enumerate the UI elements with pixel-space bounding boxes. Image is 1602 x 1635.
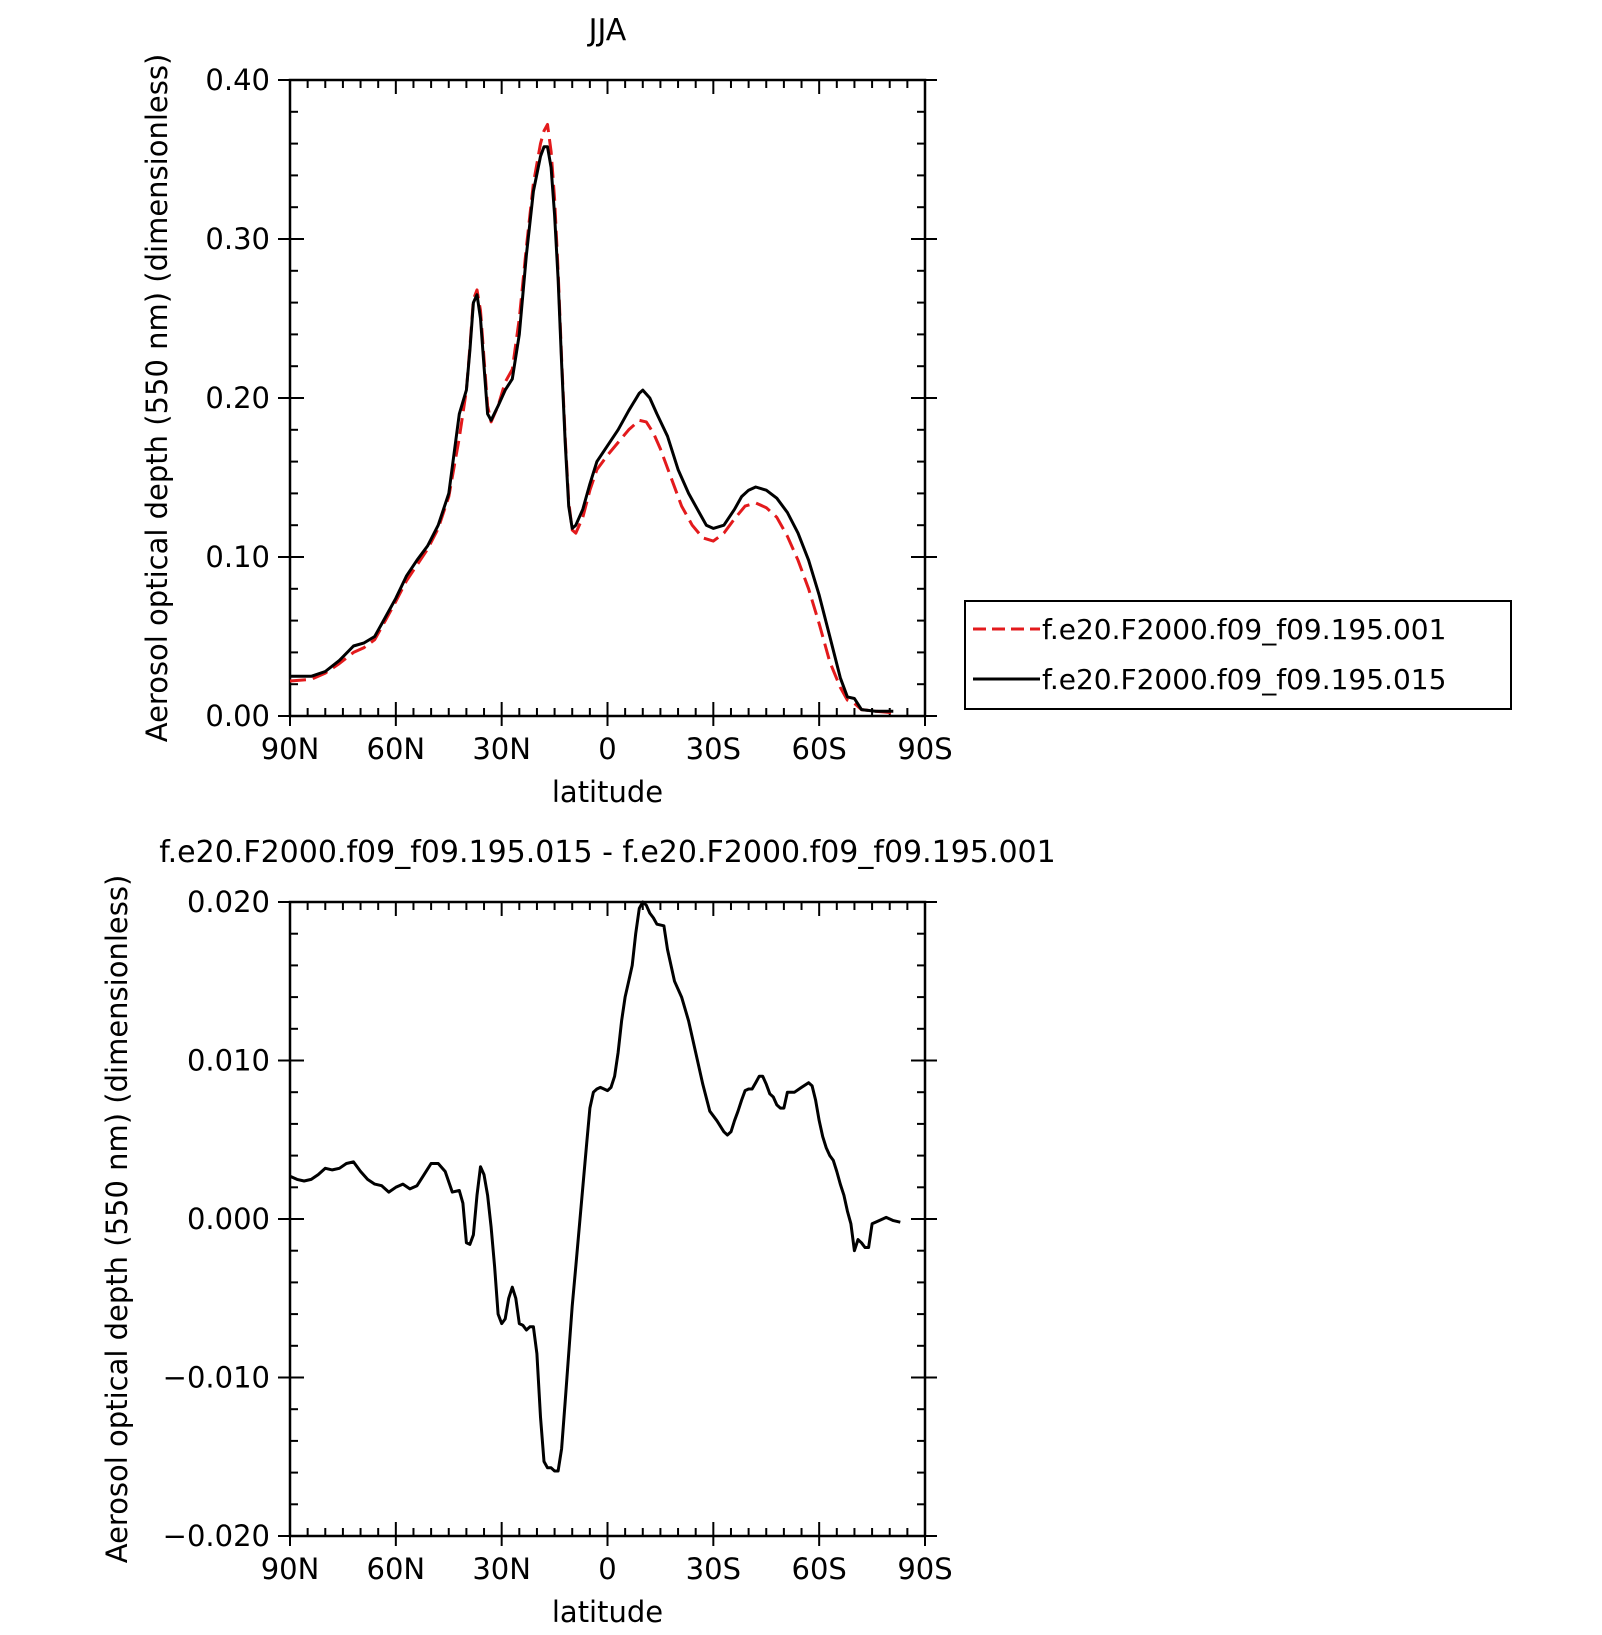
y-tick-label: 0.10 (205, 540, 270, 574)
legend-entry: f.e20.F2000.f09_f09.195.001 (1042, 613, 1446, 646)
x-tick-label: 90S (897, 732, 952, 766)
y-tick-label: 0.20 (205, 381, 270, 415)
y-tick-label: −0.010 (163, 1361, 270, 1395)
y-tick-label: 0.00 (205, 699, 270, 733)
y-tick-label: −0.020 (163, 1519, 270, 1553)
series-line-1 (289, 900, 901, 1473)
x-tick-label: 30N (472, 1552, 531, 1586)
x-axis-label: latitude (552, 775, 663, 809)
y-tick-label: 0.010 (187, 1044, 270, 1078)
chart-title: JJA (587, 13, 627, 48)
x-tick-label: 30N (472, 732, 531, 766)
x-axis-label: latitude (552, 1595, 663, 1629)
y-axis-label: Aerosol optical depth (550 nm) (dimensio… (140, 54, 174, 743)
x-tick-label: 30S (686, 732, 741, 766)
y-tick-label: 0.30 (205, 222, 270, 256)
x-tick-label: 0 (598, 732, 616, 766)
legend: f.e20.F2000.f09_f09.195.001 f.e20.F2000.f… (964, 600, 1512, 710)
legend-box (964, 600, 1512, 710)
x-tick-label: 90N (261, 732, 320, 766)
y-axis-label: Aerosol optical depth (550 nm) (dimensio… (100, 875, 134, 1564)
chart-title: f.e20.F2000.f09_f09.195.015 - f.e20.F200… (159, 835, 1055, 870)
x-tick-label: 90S (897, 1552, 952, 1586)
y-tick-label: 0.40 (205, 63, 270, 97)
x-tick-label: 90N (261, 1552, 320, 1586)
legend-entry: f.e20.F2000.f09_f09.195.015 (1042, 663, 1446, 696)
x-tick-label: 0 (598, 1552, 616, 1586)
x-tick-label: 30S (686, 1552, 741, 1586)
y-tick-label: 0.000 (187, 1202, 270, 1236)
x-tick-label: 60N (367, 1552, 426, 1586)
y-tick-label: 0.020 (187, 885, 270, 919)
x-tick-label: 60N (367, 732, 426, 766)
x-tick-label: 60S (792, 732, 847, 766)
panel-difference-aod: f.e20.F2000.f09_f09.195.015 - f.e20.F200… (100, 835, 1056, 1629)
plot-frame (288, 900, 927, 1538)
series-line-2 (290, 145, 894, 713)
x-tick-label: 60S (792, 1552, 847, 1586)
panel-mean-aod: JJA 90N 60N 30N 0 30S 60S 90S 0.00 0.10 0.20 0.30 0.… (140, 13, 1512, 809)
